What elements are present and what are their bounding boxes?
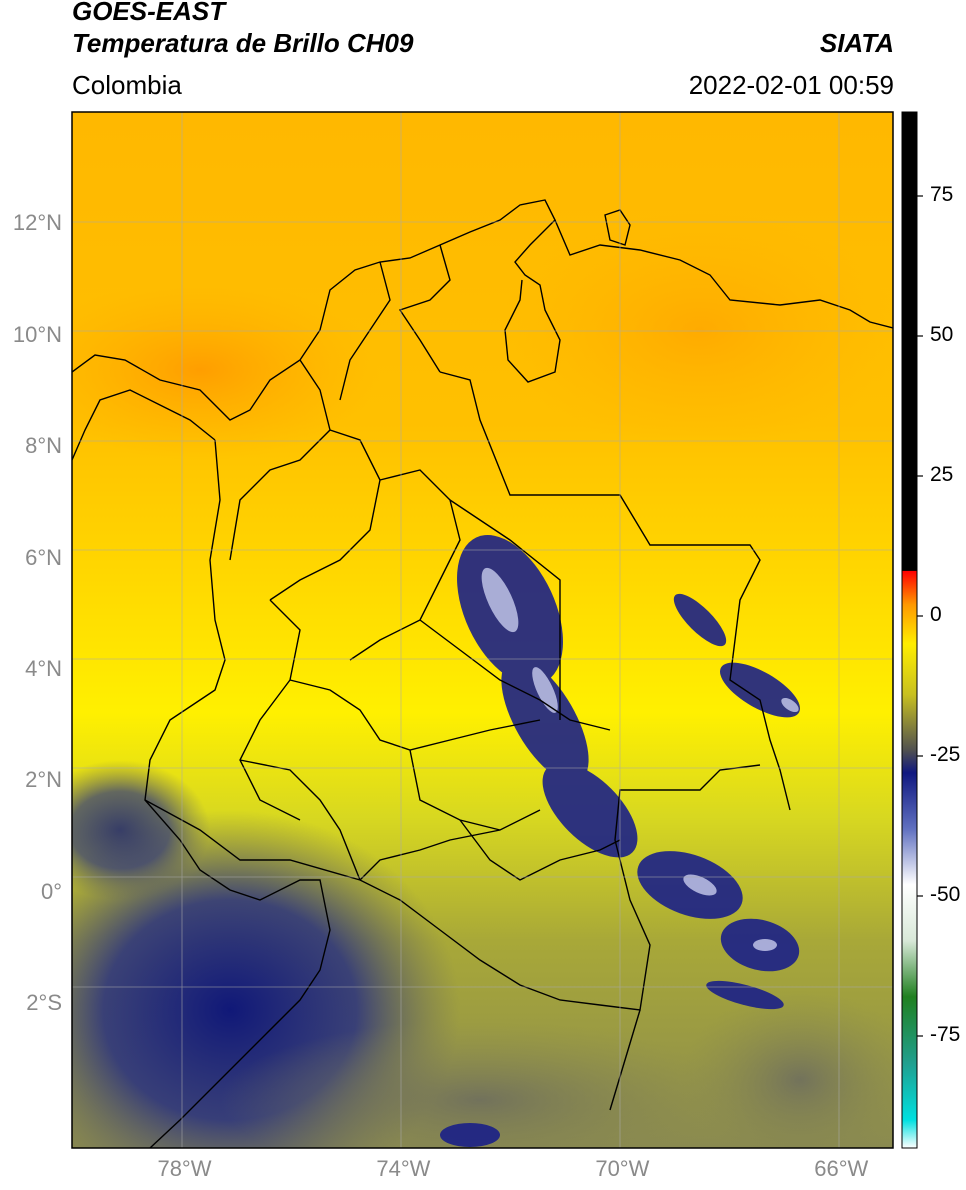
colorbar-ticks [917,195,923,1037]
colorbar-tick-label: -50 [930,883,961,906]
colorbar-tick-label: 0 [930,603,942,626]
lon-tick-label: 66°W [814,1156,869,1181]
boundaries [72,199,893,1148]
lon-tick-label: 70°W [595,1156,650,1181]
colorbar-tick-label: -75 [930,1023,961,1046]
lat-tick-label: 2°S [26,990,62,1016]
title-product: Temperatura de Brillo CH09 [72,28,414,58]
colorbar-tick-label: 25 [930,463,954,486]
lon-tick-label: 74°W [376,1156,431,1181]
lat-tick-label: 0° [40,878,62,904]
colorbar-tick-label: 75 [930,183,954,206]
region-label: Colombia [72,70,182,100]
brand-label: SIATA [819,28,894,58]
title-satellite: GOES-EAST [72,0,226,26]
brightness-temperature-field [72,112,893,1148]
lat-tick-label: 2°N [25,767,62,793]
lon-tick-label: 78°W [157,1156,212,1181]
map-frame [71,111,894,1149]
lat-tick-label: 10°N [12,321,62,347]
grid-lines [72,112,893,1148]
colorbar-tick-label: 50 [930,323,954,346]
datetime-label: 2022-02-01 00:59 [688,70,894,100]
lat-tick-label: 12°N [12,210,62,236]
colorbar [901,111,918,1149]
lat-tick-label: 6°N [25,544,62,570]
colorbar-tick-label: -25 [930,743,961,766]
lat-tick-label: 8°N [25,433,62,459]
lat-tick-label: 4°N [25,655,62,681]
